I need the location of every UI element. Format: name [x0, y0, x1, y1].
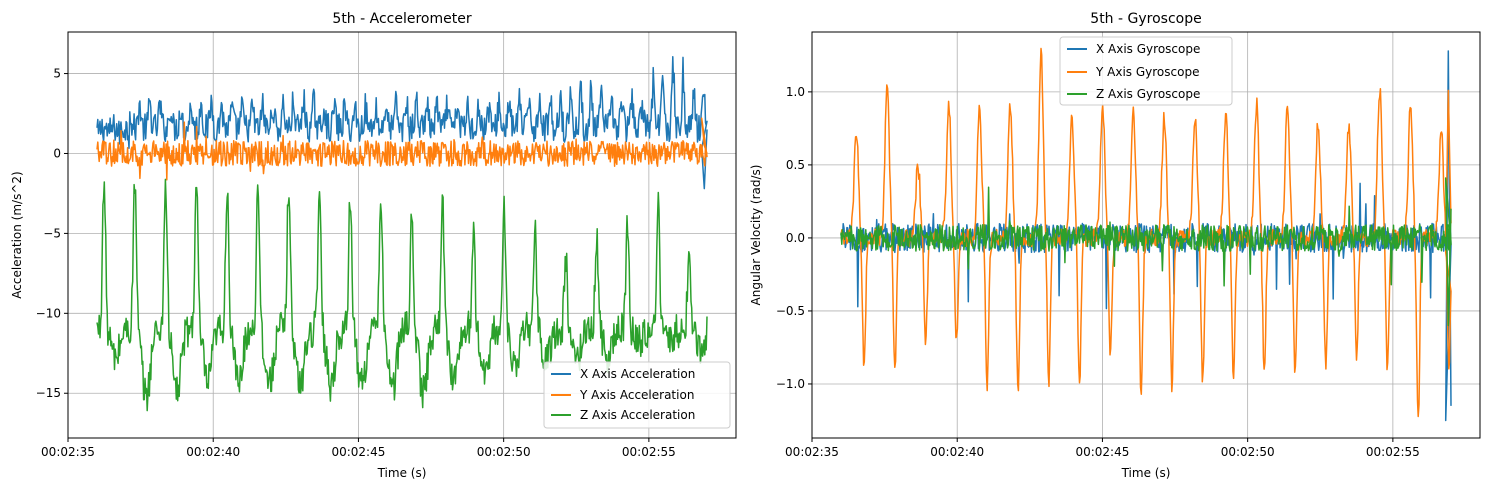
chart-title: 5th - Accelerometer [332, 11, 471, 27]
y-tick-label: −5 [43, 226, 61, 240]
y-tick-label: 1.0 [786, 85, 805, 99]
plot-lines [96, 55, 708, 412]
x-axis-label: Time (s) [377, 466, 427, 480]
x-tick-label: 00:02:35 [41, 445, 95, 459]
series-line-x-axis-acceleration [96, 55, 708, 190]
x-axis-ticks: 00:02:35 00:02:40 00:02:45 00:02:50 00:02:55 [41, 438, 676, 459]
y-tick-label: 0 [53, 146, 61, 160]
legend-label-x: X Axis Acceleration [580, 367, 695, 381]
legend-label-z: Z Axis Acceleration [580, 408, 695, 422]
y-tick-label: −10 [36, 306, 61, 320]
x-tick-label: 00:02:55 [1366, 445, 1420, 459]
legend-box [543, 361, 731, 429]
accelerometer-chart: 5th - Accelerometer 00:02:35 00:02:40 00:0… [10, 11, 737, 480]
x-tick-label: 00:02:50 [1221, 445, 1275, 459]
y-axis-ticks: 5 0 −5 −10 −15 [36, 67, 68, 400]
legend: X Axis Gyroscope Y Axis Gyroscope Z Axis… [1059, 36, 1233, 106]
legend-label-x: X Axis Gyroscope [1096, 42, 1200, 56]
series-line-y-axis-acceleration [96, 117, 708, 181]
legend-label-y: Y Axis Acceleration [579, 388, 694, 402]
chart-title: 5th - Gyroscope [1090, 11, 1201, 27]
series-line-z-axis-acceleration [96, 178, 708, 412]
x-tick-label: 00:02:50 [477, 445, 531, 459]
legend-label-y: Y Axis Gyroscope [1095, 65, 1199, 79]
x-tick-label: 00:02:35 [785, 445, 839, 459]
x-axis-ticks: 00:02:35 00:02:40 00:02:45 00:02:50 00:02:55 [785, 438, 1420, 459]
y-tick-label: 0.5 [786, 158, 805, 172]
legend: X Axis Acceleration Y Axis Acceleration … [543, 361, 731, 429]
x-axis-label: Time (s) [1121, 466, 1171, 480]
legend-label-z: Z Axis Gyroscope [1096, 87, 1200, 101]
x-tick-label: 00:02:55 [622, 445, 676, 459]
plot-frame [811, 31, 1481, 439]
y-axis-ticks: 1.0 0.5 0.0 −0.5 −1.0 [776, 85, 812, 391]
x-tick-label: 00:02:45 [1075, 445, 1129, 459]
y-axis-label: Angular Velocity (rad/s) [749, 165, 763, 306]
y-tick-label: −0.5 [776, 304, 805, 318]
x-tick-label: 00:02:40 [930, 445, 984, 459]
gyroscope-chart: 5th - Gyroscope 00:02:35 00:02:40 00:02:45… [749, 11, 1481, 480]
series-line-z-axis-gyroscope [840, 177, 1452, 327]
y-axis-label: Acceleration (m/s^2) [10, 171, 24, 298]
x-tick-label: 00:02:45 [331, 445, 385, 459]
y-tick-label: 5 [53, 67, 61, 81]
legend-box [1059, 36, 1233, 106]
y-tick-label: 0.0 [786, 231, 805, 245]
x-tick-label: 00:02:40 [186, 445, 240, 459]
plot-lines [840, 47, 1452, 422]
y-tick-label: −15 [36, 386, 61, 400]
plot-frame [67, 31, 737, 439]
y-tick-label: −1.0 [776, 377, 805, 391]
